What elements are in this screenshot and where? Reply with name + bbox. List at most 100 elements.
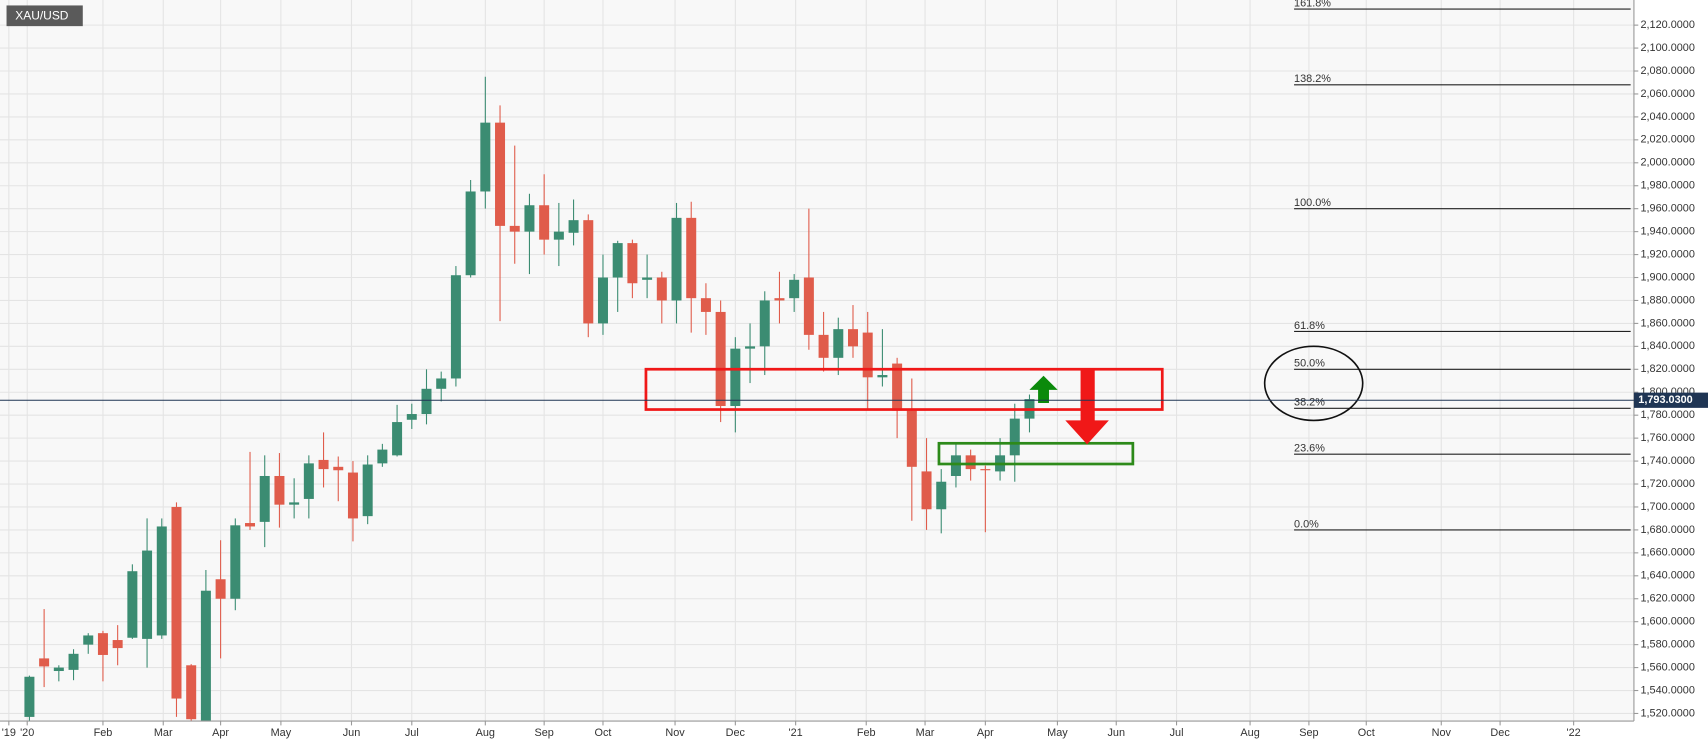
x-tick-label: Jun (1107, 727, 1125, 739)
candle-body (245, 523, 256, 527)
fib-label: 0.0% (1294, 518, 1319, 530)
x-tick-label: Jul (1170, 727, 1184, 739)
candle-body (362, 464, 373, 517)
x-tick-label: '22 (1567, 727, 1581, 739)
y-tick-label: 1,820.0000 (1640, 363, 1694, 375)
x-tick-label: Dec (726, 727, 746, 739)
x-tick-label: '19 (2, 727, 16, 739)
y-tick-label: 1,640.0000 (1640, 570, 1694, 582)
candle-body (509, 225, 520, 232)
candle-body (936, 481, 947, 510)
fib-label: 50.0% (1294, 358, 1325, 370)
fib-label: 100.0% (1294, 197, 1331, 209)
candle-body (495, 122, 506, 226)
y-tick-label: 1,840.0000 (1640, 340, 1694, 352)
y-tick-label: 1,720.0000 (1640, 478, 1694, 490)
candle-body (671, 217, 682, 301)
candle-body (524, 205, 535, 232)
candle-body (906, 410, 917, 467)
x-tick-label: Nov (665, 727, 685, 739)
y-tick-label: 1,980.0000 (1640, 180, 1694, 192)
candle-body (289, 502, 300, 505)
time-axis-background (0, 721, 1634, 745)
candle-body (656, 277, 667, 301)
candle-body (553, 231, 564, 240)
candle-body (230, 525, 241, 599)
x-tick-label: Feb (857, 727, 876, 739)
candle-body (774, 298, 785, 301)
x-tick-label: Oct (595, 727, 612, 739)
candle-body (347, 472, 358, 519)
candle-body (892, 363, 903, 411)
y-tick-label: 1,960.0000 (1640, 203, 1694, 215)
candle-body (465, 191, 476, 276)
y-tick-label: 1,800.0000 (1640, 386, 1694, 398)
y-tick-label: 1,860.0000 (1640, 317, 1694, 329)
candle-body (112, 640, 123, 649)
candle-body (965, 455, 976, 470)
x-tick-label: May (1047, 727, 1068, 739)
candle-body (24, 676, 35, 717)
y-tick-label: 1,880.0000 (1640, 294, 1694, 306)
fib-label: 61.8% (1294, 320, 1325, 332)
x-tick-label: Dec (1490, 727, 1510, 739)
candle-body (833, 329, 844, 358)
candle-body (686, 217, 697, 299)
fibonacci-levels: 161.8% 138.2% 100.0% 61.8% 50.0% 38.2% 23.6% 0.… (1294, 0, 1631, 531)
y-tick-label: 2,120.0000 (1640, 19, 1694, 31)
y-tick-label: 1,660.0000 (1640, 547, 1694, 559)
fib-label: 161.8% (1294, 0, 1331, 9)
up-arrow (1029, 375, 1058, 403)
candle-body (597, 277, 608, 324)
price-axis-background (1633, 0, 1708, 745)
candle-body (568, 220, 579, 233)
candle-body (627, 243, 638, 284)
y-tick-label: 2,000.0000 (1640, 157, 1694, 169)
last-price-label: 1,793.0300 (1638, 394, 1692, 406)
y-tick-label: 1,760.0000 (1640, 432, 1694, 444)
x-tick-label: '20 (20, 727, 34, 739)
candle-body (700, 298, 711, 312)
x-tick-label: Mar (154, 727, 173, 739)
candle-body (377, 449, 388, 464)
candle-body (789, 279, 800, 299)
y-tick-label: 1,580.0000 (1640, 639, 1694, 651)
candle-body (259, 475, 270, 522)
candle-body (921, 471, 932, 510)
candle-body (83, 635, 94, 645)
resistance-zone (644, 367, 1164, 411)
y-tick-label: 2,020.0000 (1640, 134, 1694, 146)
y-tick-label: 1,600.0000 (1640, 616, 1694, 628)
x-tick-label: Apr (977, 727, 994, 739)
x-tick-label: Feb (94, 727, 113, 739)
x-tick-label: Jun (343, 727, 361, 739)
candle-body (318, 459, 329, 470)
candle-body (583, 220, 594, 324)
candle-body (612, 243, 623, 278)
candle-body (980, 469, 991, 471)
candle-body (142, 550, 153, 639)
x-tick-label: May (271, 727, 292, 739)
y-tick-label: 1,780.0000 (1640, 409, 1694, 421)
candle-body (436, 378, 447, 389)
fib-label: 38.2% (1294, 397, 1325, 409)
candle-body (39, 658, 50, 667)
y-tick-label: 1,520.0000 (1640, 707, 1694, 719)
symbol-label: XAU/USD (15, 9, 69, 23)
candle-body (53, 667, 64, 672)
candle-body (333, 466, 344, 471)
support-zone (937, 441, 1135, 466)
y-tick-label: 1,540.0000 (1640, 684, 1694, 696)
y-tick-label: 1,900.0000 (1640, 271, 1694, 283)
x-tick-label: Aug (476, 727, 495, 739)
y-tick-label: 2,080.0000 (1640, 65, 1694, 77)
candle-body (1009, 418, 1020, 456)
candle-body (745, 346, 756, 349)
candle-body (480, 122, 491, 192)
x-tick-label: Sep (534, 727, 553, 739)
candle-body (862, 332, 873, 378)
y-tick-label: 1,620.0000 (1640, 593, 1694, 605)
candle-body (274, 475, 285, 505)
